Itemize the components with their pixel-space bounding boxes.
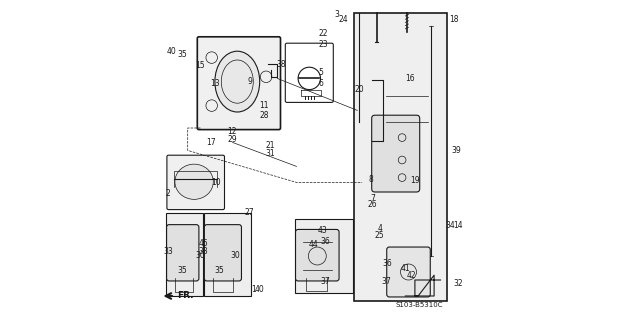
FancyBboxPatch shape (372, 115, 420, 192)
Text: 38: 38 (277, 60, 286, 68)
Text: 36: 36 (382, 260, 392, 268)
Text: 10: 10 (211, 178, 221, 187)
Bar (204, 213, 251, 296)
Text: 11: 11 (259, 101, 269, 110)
Text: 43: 43 (318, 226, 327, 235)
Text: 2: 2 (166, 189, 170, 198)
Text: 30: 30 (231, 252, 241, 260)
Text: 27: 27 (244, 208, 254, 217)
Text: 35: 35 (214, 266, 224, 275)
Text: 13: 13 (211, 79, 220, 88)
Text: 24: 24 (338, 15, 348, 24)
Text: 40: 40 (254, 285, 264, 294)
Text: 9: 9 (248, 77, 252, 86)
Text: 20: 20 (355, 85, 364, 94)
Text: 15: 15 (195, 61, 204, 70)
Text: 26: 26 (368, 200, 378, 209)
FancyBboxPatch shape (296, 229, 339, 281)
Text: 34: 34 (446, 221, 456, 230)
Text: 23: 23 (319, 40, 329, 49)
Text: 37: 37 (321, 277, 330, 286)
Text: 31: 31 (266, 149, 275, 158)
Text: 37: 37 (381, 277, 391, 286)
Text: FR.: FR. (177, 292, 194, 300)
Text: 36: 36 (321, 237, 330, 246)
FancyBboxPatch shape (198, 37, 281, 130)
Text: 33: 33 (198, 247, 208, 256)
Text: 32: 32 (453, 279, 463, 288)
FancyBboxPatch shape (167, 225, 199, 281)
Text: 6: 6 (319, 79, 324, 88)
Text: 4: 4 (378, 224, 382, 233)
Ellipse shape (215, 51, 260, 112)
Text: 5: 5 (319, 68, 324, 76)
Text: 33: 33 (163, 247, 172, 256)
Text: 3: 3 (334, 10, 339, 19)
Bar (354, 13, 447, 301)
Text: 42: 42 (407, 271, 416, 280)
Text: 45: 45 (198, 239, 208, 248)
Text: 21: 21 (266, 141, 275, 150)
Text: 12: 12 (227, 127, 237, 136)
Text: 8: 8 (369, 175, 373, 184)
Text: 14: 14 (453, 221, 463, 230)
Text: 29: 29 (227, 135, 237, 144)
Text: 17: 17 (206, 138, 216, 147)
Text: S103-B5310C: S103-B5310C (396, 302, 444, 308)
Text: 18: 18 (449, 15, 459, 24)
Text: 40: 40 (166, 47, 176, 56)
FancyBboxPatch shape (167, 155, 224, 210)
Text: 19: 19 (410, 176, 420, 185)
Ellipse shape (175, 164, 213, 199)
Text: 7: 7 (370, 194, 375, 203)
Text: 41: 41 (401, 264, 410, 273)
Text: 16: 16 (405, 74, 415, 83)
Text: 1: 1 (251, 285, 256, 294)
Text: 44: 44 (308, 240, 318, 249)
Text: 25: 25 (375, 231, 384, 240)
FancyBboxPatch shape (204, 225, 241, 281)
Bar (295, 219, 352, 293)
Text: 22: 22 (319, 29, 329, 38)
Text: 39: 39 (452, 146, 461, 155)
Bar (166, 213, 203, 296)
Text: 30: 30 (195, 252, 205, 260)
Text: 35: 35 (177, 50, 187, 59)
Text: 28: 28 (259, 111, 269, 120)
Text: 35: 35 (177, 266, 187, 275)
FancyBboxPatch shape (387, 247, 430, 297)
